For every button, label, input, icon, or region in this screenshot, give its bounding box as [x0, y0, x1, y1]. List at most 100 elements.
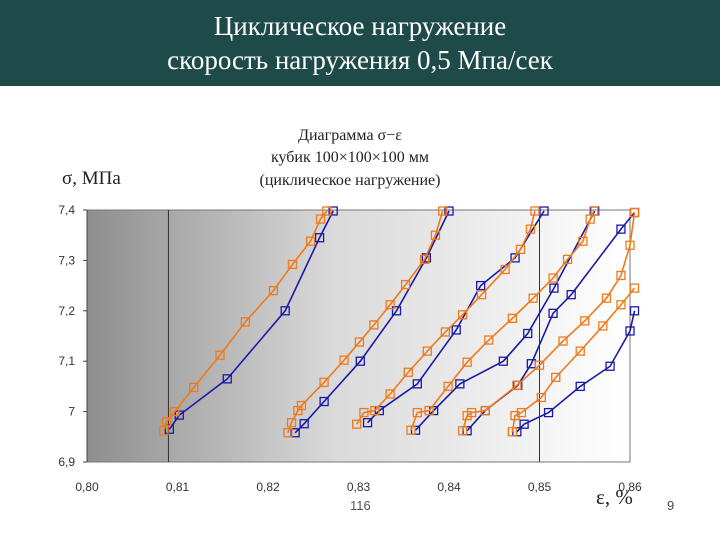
data-point-marker: [457, 310, 468, 320]
data-point-marker: [578, 236, 588, 246]
data-point-marker: [355, 356, 365, 366]
data-point-marker: [580, 316, 590, 326]
data-point-marker: [370, 405, 380, 416]
data-point-marker: [629, 283, 640, 293]
data-point-marker: [443, 381, 453, 392]
x-tick-label: 0,81: [166, 480, 190, 494]
data-point-marker: [391, 306, 402, 316]
data-point-marker: [400, 279, 411, 290]
data-point-marker: [419, 254, 430, 265]
data-point-marker: [457, 426, 468, 436]
data-point-marker: [548, 273, 558, 283]
data-point-marker: [507, 313, 518, 324]
data-point-marker: [314, 233, 325, 243]
data-point-marker: [290, 428, 300, 438]
x-tick-label: 0,80: [75, 480, 99, 494]
chart-title-line-2: кубик 100×100×100 мм: [270, 149, 430, 166]
data-point-marker: [484, 335, 494, 345]
series-line-unloading: [356, 210, 536, 425]
data-point-marker: [159, 426, 169, 436]
data-point-marker: [589, 206, 599, 216]
data-point-marker: [268, 285, 279, 296]
data-point-marker: [412, 379, 422, 389]
y-tick-label: 7,4: [58, 203, 75, 217]
x-axis-label: ε, %: [596, 485, 633, 509]
data-point-marker: [519, 419, 529, 429]
data-point-marker: [512, 380, 522, 391]
data-point-marker: [466, 407, 477, 418]
y-tick-label: 7,2: [58, 304, 75, 318]
title-banner: Циклическое нагружение скорость нагружен…: [0, 0, 720, 86]
data-point-marker: [280, 306, 290, 316]
x-tick-label: 0,82: [256, 480, 280, 494]
data-point-marker: [222, 374, 232, 384]
data-point-marker: [605, 361, 615, 371]
data-point-marker: [170, 406, 180, 417]
data-point-marker: [286, 418, 297, 428]
data-point-marker: [240, 317, 251, 327]
x-tick-label: 0,84: [437, 480, 461, 494]
x-tick-label: 0,83: [347, 480, 371, 494]
y-tick-label: 7: [68, 405, 75, 419]
data-point-marker: [385, 389, 395, 399]
data-point-marker: [339, 355, 349, 365]
x-tick-label: 0,85: [528, 480, 552, 494]
data-point-marker: [451, 325, 461, 335]
slide-number: 9: [667, 498, 675, 513]
data-point-marker: [575, 346, 585, 356]
data-point-marker: [476, 290, 487, 300]
footnote: 116: [350, 498, 371, 513]
x-tick-label: 0,86: [618, 480, 642, 494]
data-point-marker: [406, 425, 416, 435]
series-line-loading: [516, 310, 636, 433]
data-point-marker: [438, 206, 448, 216]
data-point-marker: [528, 293, 538, 303]
data-point-marker: [598, 321, 608, 331]
data-point-marker: [523, 328, 533, 339]
data-point-marker: [315, 214, 326, 224]
data-point-marker: [534, 360, 545, 370]
data-point-marker: [480, 405, 490, 416]
data-point-marker: [510, 253, 520, 263]
data-point-marker: [189, 382, 199, 393]
data-point-marker: [543, 407, 554, 418]
y-axis-label: σ, МПа: [62, 168, 121, 189]
data-point-marker: [462, 357, 472, 367]
slide-title-line-2: скорость нагружения 0,5 Мпа/сек: [167, 45, 553, 75]
data-point-marker: [369, 320, 379, 330]
chart-title-line-3: (циклическое нагружение): [259, 172, 441, 189]
series-line-loading: [294, 210, 450, 434]
data-point-marker: [536, 392, 546, 403]
slide-title-line-1: Циклическое нагружение: [213, 11, 507, 41]
data-point-marker: [424, 405, 434, 416]
data-point-marker: [403, 367, 413, 377]
data-point-marker: [616, 300, 626, 310]
data-point-marker: [319, 396, 329, 407]
data-point-marker: [616, 270, 626, 281]
data-point-marker: [507, 427, 518, 437]
data-point-marker: [616, 224, 626, 234]
data-point-marker: [322, 206, 332, 216]
series-line-unloading: [287, 210, 444, 434]
data-point-marker: [476, 280, 486, 291]
y-tick-label: 6,9: [58, 455, 75, 469]
data-point-marker: [530, 206, 540, 216]
data-point-marker: [575, 381, 585, 392]
data-point-marker: [362, 418, 373, 428]
data-point-marker: [629, 207, 640, 218]
data-point-marker: [525, 224, 536, 234]
data-point-marker: [412, 407, 422, 418]
data-point-marker: [548, 308, 558, 318]
data-point-marker: [354, 337, 365, 347]
data-point-marker: [510, 410, 520, 421]
data-point-marker: [562, 254, 573, 265]
data-point-marker: [516, 407, 527, 418]
data-point-marker: [296, 400, 307, 411]
data-point-marker: [283, 428, 293, 438]
data-point-marker: [422, 346, 432, 356]
data-point-marker: [549, 283, 559, 293]
data-point-marker: [385, 300, 395, 310]
data-point-marker: [430, 230, 441, 240]
data-point-marker: [440, 327, 451, 337]
